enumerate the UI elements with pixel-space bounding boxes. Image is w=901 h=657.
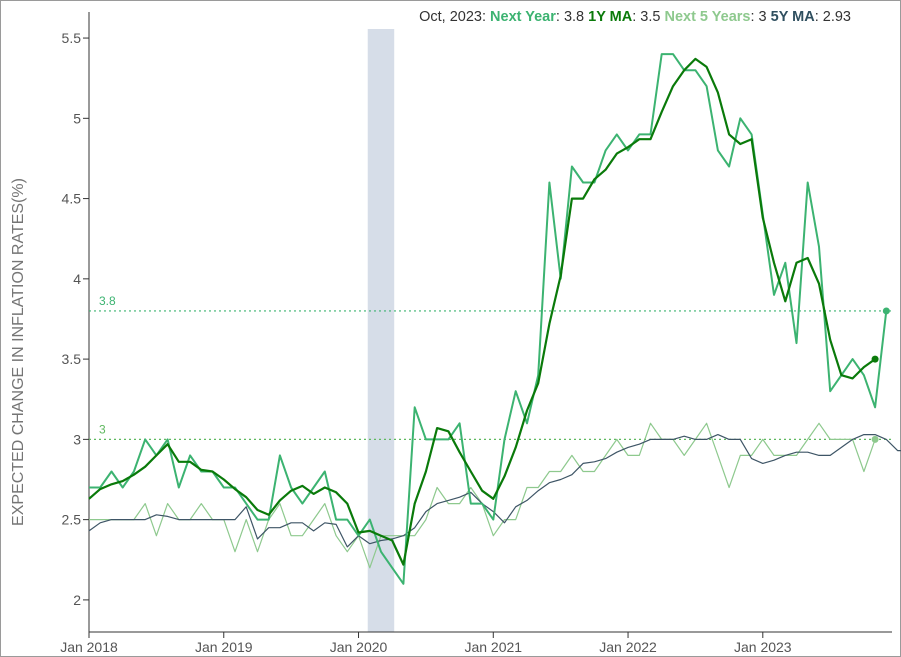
x-tick-label: Jan 2020 <box>330 639 388 655</box>
legend-ma1-label: 1Y MA <box>588 9 633 25</box>
series-line-ma5 <box>88 434 901 548</box>
x-tick-label: Jan 2019 <box>195 639 253 655</box>
y-tick-label: 3 <box>73 431 81 447</box>
recession-band <box>367 29 395 632</box>
series-end-point-next_year <box>882 307 890 315</box>
y-tick-label: 2.5 <box>62 512 82 528</box>
y-tick-label: 4.5 <box>62 191 82 207</box>
series-line-ma1 <box>88 57 876 566</box>
x-tick-label: Jan 2018 <box>60 639 118 655</box>
legend-ma1-value: 3.5 <box>640 9 661 25</box>
legend-next-year-label: Next Year <box>490 9 556 25</box>
legend-next5-label: Next 5 Years <box>664 9 751 25</box>
y-tick-label: 4 <box>73 271 81 287</box>
series-line-next5 <box>89 422 876 569</box>
x-tick-label: Jan 2021 <box>464 639 522 655</box>
y-tick-label: 3.5 <box>62 351 82 367</box>
x-tick-label: Jan 2022 <box>599 639 657 655</box>
series-end-point-ma1 <box>871 355 879 363</box>
chart-legend: Oct, 2023: Next Year: 3.8 1Y MA: 3.5 Nex… <box>419 9 851 25</box>
legend-next5-value: 3 <box>758 9 767 25</box>
x-tick-label: Jan 2023 <box>734 639 792 655</box>
reference-line-label: 3.8 <box>99 294 116 308</box>
legend-next-year-value: 3.8 <box>563 9 585 25</box>
y-tick-label: 5 <box>73 110 81 126</box>
series-end-point-next5 <box>871 435 879 443</box>
legend-date: Oct, 2023 <box>419 9 482 25</box>
legend-ma5-label: 5Y MA <box>770 9 815 25</box>
legend-ma5-value: 2.93 <box>822 9 851 25</box>
series-line-next_year <box>89 53 888 585</box>
y-tick-label: 2 <box>73 592 81 608</box>
y-tick-label: 5.5 <box>62 30 82 46</box>
reference-line-label: 3 <box>99 422 106 436</box>
